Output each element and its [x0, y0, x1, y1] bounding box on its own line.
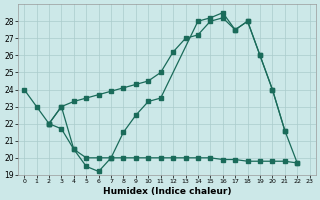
X-axis label: Humidex (Indice chaleur): Humidex (Indice chaleur) — [103, 187, 231, 196]
